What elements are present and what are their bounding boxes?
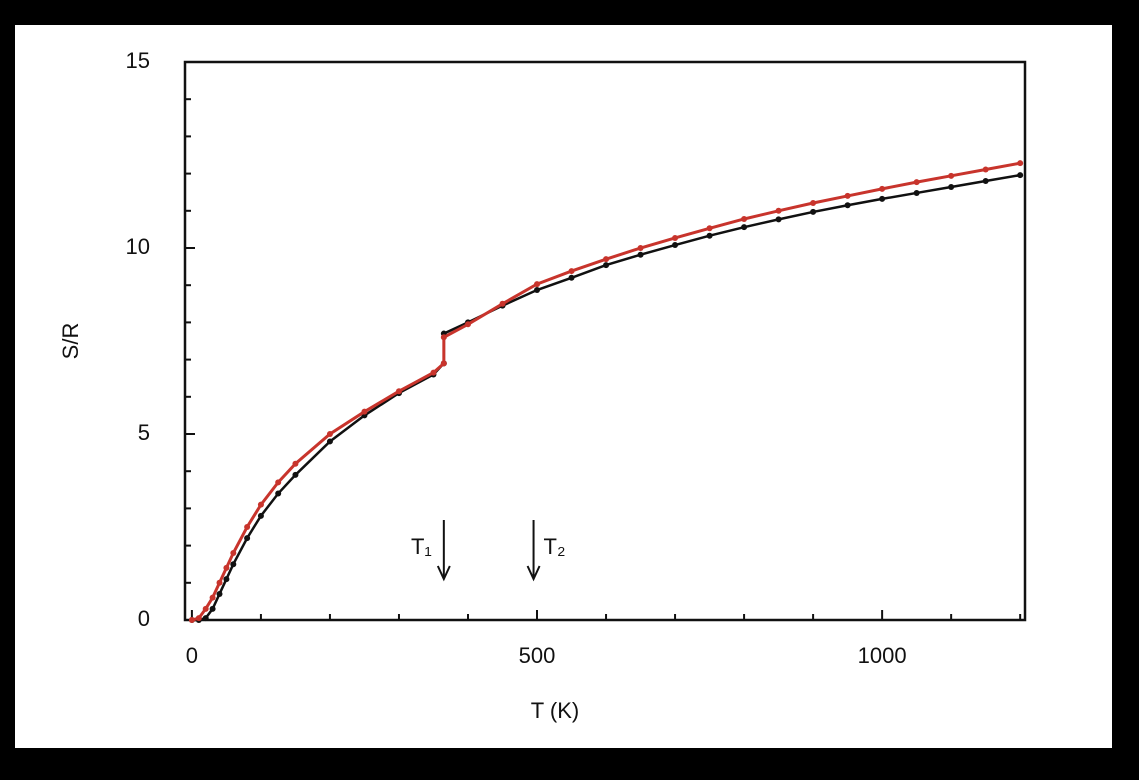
- data-point: [216, 579, 223, 586]
- data-point: [326, 438, 333, 445]
- y-tick-label: 0: [138, 606, 150, 631]
- data-point: [257, 512, 264, 519]
- data-point: [948, 172, 955, 179]
- x-tick-label: 1000: [858, 643, 907, 668]
- y-tick-label: 5: [138, 420, 150, 445]
- data-point: [209, 605, 216, 612]
- data-point: [395, 388, 402, 395]
- annotation-label: T₂: [544, 534, 566, 559]
- data-point: [292, 460, 299, 467]
- data-point: [879, 195, 886, 202]
- data-point: [775, 216, 782, 223]
- data-point: [741, 215, 748, 222]
- data-point: [292, 471, 299, 478]
- data-point: [568, 274, 575, 281]
- arrow-head: [526, 565, 541, 582]
- plot-frame: [183, 60, 1027, 622]
- data-point: [1017, 160, 1024, 167]
- data-point: [275, 490, 282, 497]
- data-point: [672, 234, 679, 241]
- data-point: [1017, 172, 1024, 179]
- x-tick-label: 500: [519, 643, 556, 668]
- data-point: [879, 185, 886, 192]
- data-point: [223, 564, 230, 571]
- x-tick-label: 0: [186, 643, 198, 668]
- data-point: [706, 232, 713, 239]
- y-tick-label: 10: [126, 234, 150, 259]
- data-point: [844, 202, 851, 209]
- data-point: [948, 183, 955, 190]
- data-point: [534, 287, 541, 294]
- data-point: [568, 268, 575, 275]
- data-point: [195, 615, 202, 622]
- data-point: [499, 300, 506, 307]
- data-point: [361, 408, 368, 415]
- data-point: [464, 321, 471, 328]
- data-point: [534, 281, 541, 288]
- data-point: [775, 207, 782, 214]
- y-tick-label: 15: [126, 48, 150, 73]
- data-point: [672, 242, 679, 249]
- data-point: [202, 605, 209, 612]
- annotation-label: T₁: [411, 534, 432, 559]
- data-point: [844, 192, 851, 199]
- arrow-head: [436, 565, 451, 582]
- data-point: [275, 479, 282, 486]
- data-point: [603, 256, 610, 263]
- data-point: [440, 334, 447, 341]
- data-point: [257, 501, 264, 508]
- y-axis-label: S/R: [58, 323, 83, 360]
- data-point: [244, 524, 251, 530]
- x-axis-label: T (K): [531, 698, 579, 723]
- data-point: [741, 224, 748, 231]
- data-point: [244, 535, 251, 542]
- data-point: [637, 245, 644, 251]
- data-point: [637, 251, 644, 258]
- data-point: [430, 369, 437, 376]
- series-line: [191, 173, 1021, 622]
- data-point: [810, 199, 817, 206]
- data-point: [216, 590, 223, 597]
- series-line: [191, 161, 1021, 622]
- data-point: [326, 431, 333, 437]
- data-point: [202, 615, 209, 622]
- data-point: [913, 189, 920, 196]
- data-point: [982, 178, 989, 185]
- data-point: [982, 166, 989, 173]
- panel: [15, 25, 1112, 748]
- data-point: [440, 360, 447, 367]
- data-point: [603, 262, 610, 269]
- data-point: [223, 576, 230, 583]
- data-point: [810, 208, 817, 215]
- data-point: [230, 561, 237, 568]
- data-point: [706, 225, 713, 232]
- data-point: [230, 550, 237, 557]
- data-point: [188, 617, 195, 623]
- data-point: [209, 594, 216, 601]
- data-point: [913, 179, 920, 186]
